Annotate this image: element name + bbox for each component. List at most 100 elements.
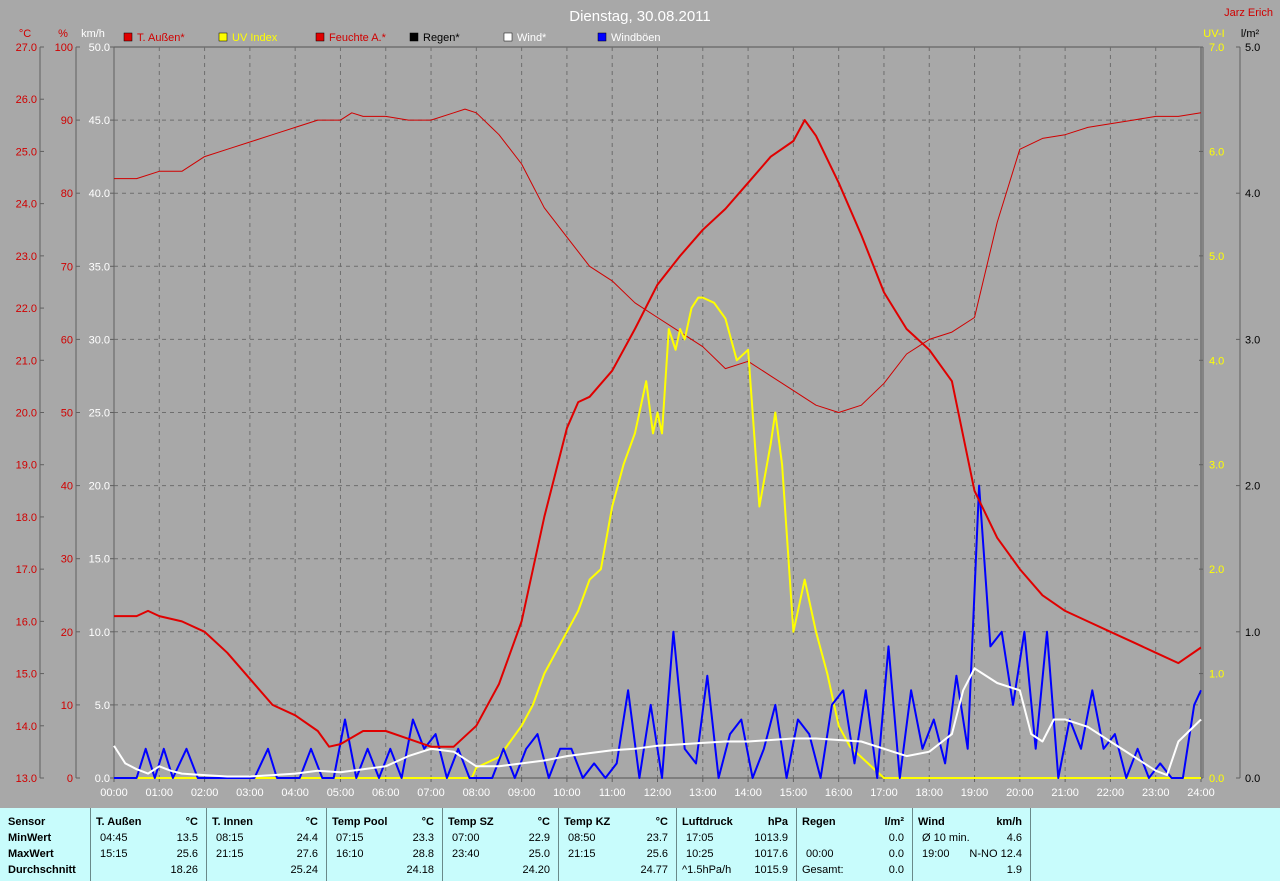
x-tick-label: 23:00 [1142,787,1170,799]
stat-header: Temp SZ [448,816,494,828]
stat-column: T. Innen °C 08:15 24.4 21:15 27.6 25.24 [206,808,327,881]
stat-max-time: 16:10 [336,848,364,860]
temp-tick-label: 25.0 [16,146,37,158]
stat-min-time: 07:00 [452,832,480,844]
min-row-label: MinWert [8,832,52,844]
x-tick-label: 16:00 [825,787,853,799]
wind-tick-label: 10.0 [89,627,110,639]
stat-max-time: 00:00 [806,848,834,860]
rain-tick-label: 3.0 [1245,334,1260,346]
wind-tick-label: 35.0 [89,261,110,273]
series-line-windböen [114,484,1202,779]
x-tick-label: 11:00 [599,787,626,799]
x-tick-label: 15:00 [780,787,808,799]
stat-avg-value: 18.26 [170,864,198,876]
rain-tick-label: 1.0 [1245,627,1260,639]
rain-tick-label: 4.0 [1245,188,1260,200]
humidity-tick-label: 40 [61,481,73,493]
temp-tick-label: 22.0 [16,303,37,315]
stat-avg-value: 25.24 [290,864,318,876]
series-line-t-außen [114,119,1202,748]
stat-unit: °C [185,816,198,828]
rain-unit-label: l/m² [1241,28,1260,40]
stat-min-time: 17:05 [686,832,714,844]
wind-tick-label: 45.0 [89,115,110,127]
stat-max-time: 10:25 [686,848,714,860]
stat-unit: °C [421,816,434,828]
legend-label: T. Außen* [137,32,185,44]
humidity-tick-label: 50 [61,408,73,420]
x-tick-label: 19:00 [961,787,989,799]
stat-column: Temp Pool °C 07:15 23.3 16:10 28.8 24.18 [326,808,443,881]
humidity-tick-label: 10 [61,700,73,712]
stat-max-value: 25.6 [176,848,198,860]
wind-tick-label: 25.0 [89,408,110,420]
x-tick-label: 00:00 [100,787,128,799]
uv-unit-label: UV-I [1203,28,1224,40]
temp-tick-label: 18.0 [16,512,37,524]
stat-max-value: 25.0 [528,848,550,860]
x-tick-label: 04:00 [281,787,309,799]
uv-tick-label: 4.0 [1209,355,1224,367]
legend-swatch [503,32,513,42]
stat-avg-label: ^1.5hPa/h [682,864,732,876]
max-row-label: MaxWert [8,848,54,860]
stat-max-value: 0.0 [888,848,904,860]
stat-unit: °C [655,816,668,828]
stat-max-time: 21:15 [568,848,596,860]
stat-column: Temp KZ °C 08:50 23.7 21:15 25.6 24.77 [558,808,677,881]
stat-column: Luftdruck hPa 17:05 1013.9 10:25 1017.6 ^1.5hP… [676,808,797,881]
uv-tick-label: 0.0 [1209,773,1224,785]
stat-unit: °C [305,816,318,828]
stat-max-value: 28.8 [412,848,434,860]
x-tick-label: 05:00 [327,787,355,799]
uv-tick-label: 5.0 [1209,251,1224,263]
wind-tick-label: 15.0 [89,554,110,566]
legend-swatch [123,32,133,42]
legend-swatch [597,32,607,42]
wind-tick-label: 20.0 [89,481,110,493]
wind-unit-label: km/h [81,28,105,40]
legend-swatch [218,32,228,42]
x-tick-label: 14:00 [734,787,762,799]
humidity-tick-label: 80 [61,188,73,200]
stat-min-time: 04:45 [100,832,128,844]
humidity-tick-label: 20 [61,627,73,639]
stat-header: Luftdruck [682,816,733,828]
x-tick-label: 10:00 [553,787,581,799]
stat-header: Temp KZ [564,816,611,828]
stat-header: Regen [802,816,836,828]
legend-label: UV Index [232,32,278,44]
avg-row-label: Durchschnitt [8,864,76,876]
x-tick-label: 22:00 [1097,787,1125,799]
stat-min-time: 08:50 [568,832,596,844]
wind-tick-label: 0.0 [95,773,110,785]
humidity-tick-label: 30 [61,554,73,566]
temp-tick-label: 15.0 [16,669,37,681]
legend-swatch [315,32,325,42]
stat-avg-value: 24.20 [522,864,550,876]
humidity-tick-label: 0 [67,773,73,785]
stat-avg-value: 1015.9 [754,864,788,876]
stat-header: T. Innen [212,816,253,828]
stat-max-value: 25.6 [646,848,668,860]
stat-min-value: 4.6 [1006,832,1022,844]
x-tick-label: 17:00 [870,787,898,799]
statistics-panel: Sensor MinWert MaxWert Durchschnitt T. A… [0,808,1280,881]
stat-min-value: 22.9 [528,832,550,844]
temp-tick-label: 23.0 [16,251,37,263]
humidity-tick-label: 60 [61,334,73,346]
rain-tick-label: 0.0 [1245,773,1260,785]
stat-column: Wind km/h Ø 10 min. 4.6 19:00 N-NO 12.4 1.9 [912,808,1031,881]
humidity-tick-label: 70 [61,261,73,273]
stat-min-time: 07:15 [336,832,364,844]
stat-unit: hPa [767,816,788,828]
x-tick-label: 12:00 [644,787,672,799]
legend-label: Regen* [423,32,460,44]
x-tick-label: 02:00 [191,787,219,799]
stat-avg-value: 0.0 [888,864,904,876]
sensor-header: Sensor [8,816,46,828]
sensor-column: Sensor MinWert MaxWert Durchschnitt [0,808,91,881]
x-tick-label: 01:00 [146,787,174,799]
legend-label: Windböen [611,32,661,44]
